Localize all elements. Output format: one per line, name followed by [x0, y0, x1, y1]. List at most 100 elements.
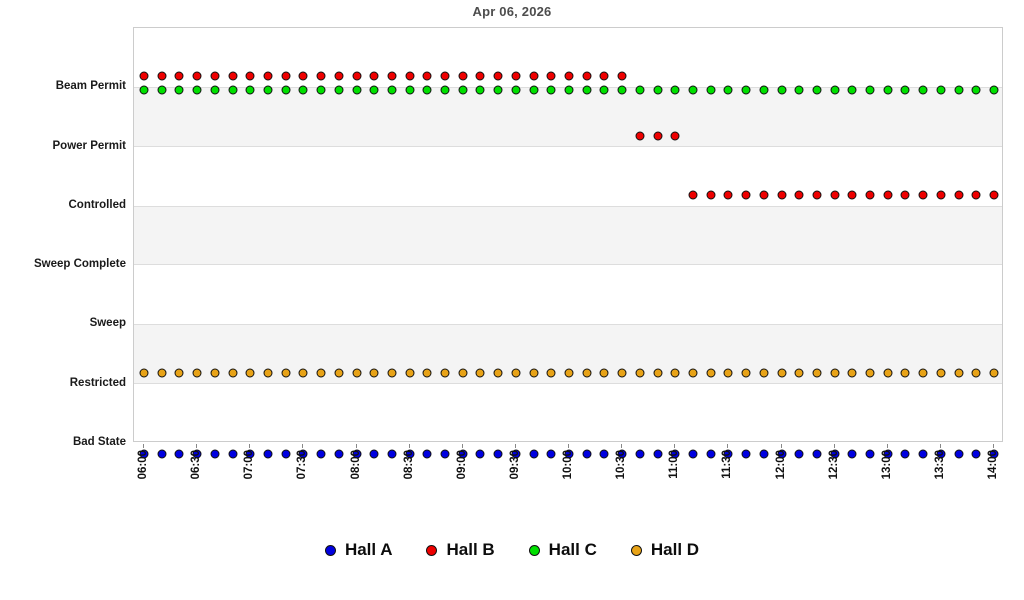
data-marker: [741, 368, 751, 378]
data-marker: [192, 368, 202, 378]
y-axis: Beam Permit Power Permit Controlled Sweep C…: [0, 27, 127, 448]
x-tick-mark: [621, 444, 623, 448]
plot-area[interactable]: [133, 27, 1003, 459]
legend-swatch-icon: [528, 544, 540, 556]
data-marker: [405, 449, 415, 459]
data-marker: [245, 449, 255, 459]
data-marker: [564, 368, 574, 378]
x-tick-label: 07:00: [243, 450, 256, 480]
data-marker: [174, 368, 184, 378]
data-marker: [298, 71, 308, 81]
data-marker: [546, 368, 556, 378]
data-marker: [635, 449, 645, 459]
legend-label: Hall C: [548, 540, 597, 559]
data-marker: [334, 85, 344, 95]
data-marker: [546, 71, 556, 81]
data-marker: [865, 449, 875, 459]
data-marker: [281, 71, 291, 81]
y-tick-label: Sweep Complete: [33, 258, 126, 271]
x-tick-label: 06:30: [190, 450, 203, 480]
x-tick-label: 08:30: [402, 450, 415, 480]
data-marker: [794, 449, 804, 459]
chart-title: Apr 06, 2026: [472, 4, 552, 19]
data-marker: [228, 368, 238, 378]
data-marker: [210, 85, 220, 95]
data-marker: [245, 71, 255, 81]
data-marker: [777, 85, 786, 95]
data-marker: [688, 85, 698, 95]
data-marker: [529, 71, 539, 81]
data-marker: [263, 85, 273, 95]
data-marker: [918, 449, 928, 459]
legend-item-hall-a[interactable]: Hall A: [324, 540, 393, 560]
x-tick-mark: [461, 444, 463, 448]
x-tick-mark: [249, 444, 251, 448]
data-marker: [582, 449, 592, 459]
data-marker: [422, 85, 432, 95]
data-marker: [493, 449, 503, 459]
data-marker: [369, 85, 379, 95]
data-marker: [369, 71, 379, 81]
data-marker: [688, 190, 698, 200]
data-marker: [759, 368, 769, 378]
data-marker: [723, 85, 733, 95]
data-marker: [617, 85, 627, 95]
data-marker: [493, 71, 503, 81]
data-marker: [723, 190, 733, 200]
data-marker: [352, 71, 361, 81]
data-marker: [830, 85, 840, 95]
data-marker: [688, 449, 698, 459]
data-marker: [316, 449, 326, 459]
data-marker: [670, 368, 680, 378]
data-marker: [228, 85, 238, 95]
data-marker: [617, 449, 627, 459]
data-marker: [422, 71, 432, 81]
data-marker: [812, 85, 822, 95]
x-tick-mark: [674, 444, 676, 448]
data-marker: [440, 368, 450, 378]
data-marker: [387, 71, 397, 81]
x-tick-label: 09:00: [455, 450, 468, 480]
data-marker: [422, 449, 432, 459]
data-marker: [529, 449, 539, 459]
data-marker: [228, 449, 238, 459]
data-marker: [546, 85, 556, 95]
data-marker: [706, 85, 716, 95]
data-marker: [830, 368, 840, 378]
data-marker: [830, 190, 840, 200]
x-tick-label: 14:00: [987, 450, 999, 480]
data-marker: [493, 85, 503, 95]
data-marker: [989, 85, 999, 95]
legend-item-hall-c[interactable]: Hall C: [528, 540, 597, 560]
data-marker: [458, 85, 468, 95]
data-marker: [599, 71, 609, 81]
legend-item-hall-b[interactable]: Hall B: [426, 540, 495, 560]
data-marker: [989, 449, 999, 459]
data-marker: [830, 449, 840, 459]
data-marker: [316, 85, 326, 95]
data-marker: [706, 368, 716, 378]
data-marker: [865, 190, 875, 200]
data-marker: [900, 368, 910, 378]
data-marker: [777, 190, 786, 200]
data-marker: [475, 449, 485, 459]
x-tick-label: 12:30: [827, 450, 840, 480]
data-marker: [635, 368, 645, 378]
legend-item-hall-d[interactable]: Hall D: [630, 540, 699, 560]
data-marker: [210, 449, 220, 459]
x-tick-label: 07:30: [296, 450, 309, 480]
legend-label: Hall A: [344, 540, 393, 559]
data-marker: [883, 190, 893, 200]
data-marker: [653, 449, 663, 459]
data-marker: [617, 368, 627, 378]
data-marker: [387, 449, 397, 459]
data-marker: [794, 368, 804, 378]
data-marker: [599, 449, 609, 459]
data-marker: [688, 368, 698, 378]
data-marker: [847, 368, 857, 378]
data-marker: [883, 368, 893, 378]
data-marker: [954, 85, 964, 95]
chart-legend: Hall A Hall B Hall C Hall D: [0, 540, 1024, 560]
x-tick-label: 11:00: [668, 450, 681, 479]
y-tick-label: Controlled: [68, 198, 127, 211]
